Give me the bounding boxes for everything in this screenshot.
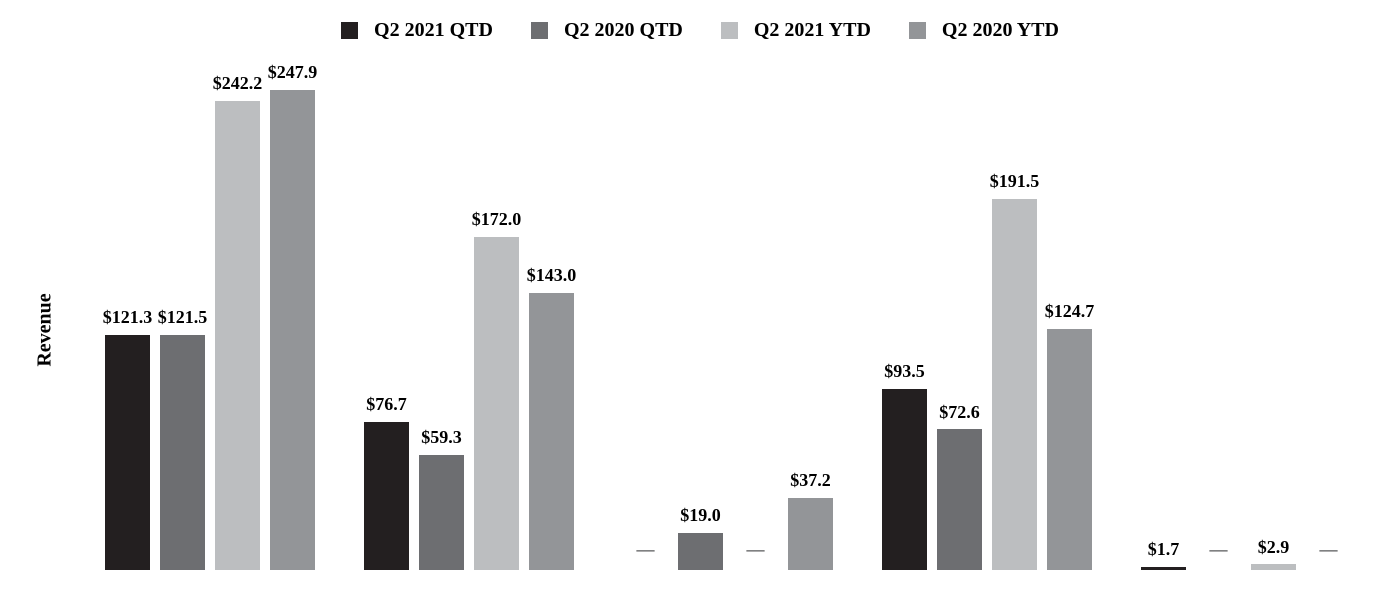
bar-q2-2021-ytd-group1 <box>215 101 260 570</box>
bar-value-label: $19.0 <box>680 505 721 526</box>
nil-value-dash: — <box>1319 539 1338 560</box>
bar-q2-2020-qtd-group2 <box>419 455 464 570</box>
legend-color-swatch <box>530 21 548 39</box>
legend-item-q2-2021-ytd: Q2 2021 YTD <box>720 19 871 41</box>
bar-value-label: $2.9 <box>1257 536 1290 557</box>
bar-q2-2021-qtd-group2 <box>364 421 409 570</box>
bar-value-label: $76.7 <box>366 393 407 414</box>
legend-color-swatch <box>908 21 926 39</box>
legend-item-q2-2020-ytd: Q2 2020 YTD <box>908 19 1059 41</box>
bar-value-label: $59.3 <box>421 427 462 448</box>
bar-value-label: $124.7 <box>1044 300 1095 321</box>
bar-q2-2021-qtd-group1 <box>105 335 150 570</box>
bar-value-label: $172.0 <box>471 209 522 230</box>
bar-value-label: $121.5 <box>157 306 208 327</box>
legend-label: Q2 2020 QTD <box>563 19 683 41</box>
bar-q2-2020-ytd-group1 <box>270 90 315 570</box>
bar-value-label: $72.6 <box>939 401 980 422</box>
bar-q2-2020-ytd-group3 <box>788 498 833 570</box>
legend-label: Q2 2021 QTD <box>374 19 493 41</box>
bar-value-label: $93.5 <box>884 361 925 382</box>
chart-legend: Q2 2021 QTD Q2 2020 QTD Q2 2021 YTD Q2 2020… <box>0 20 1400 40</box>
legend-item-q2-2020-qtd: Q2 2020 QTD <box>530 19 683 41</box>
bar-q2-2021-ytd-group5 <box>1251 564 1296 570</box>
legend-label: Q2 2020 YTD <box>941 19 1059 41</box>
nil-value-dash: — <box>636 539 655 560</box>
nil-value-dash: — <box>1209 539 1228 560</box>
bar-q2-2020-ytd-group4 <box>1047 328 1092 570</box>
bar-value-label: $247.9 <box>267 62 318 83</box>
nil-value-dash: — <box>746 539 765 560</box>
legend-color-swatch <box>720 21 738 39</box>
legend-label: Q2 2021 YTD <box>753 19 871 41</box>
bar-value-label: $37.2 <box>790 470 831 491</box>
bar-q2-2021-ytd-group4 <box>992 199 1037 570</box>
legend-item-q2-2021-qtd: Q2 2021 QTD <box>341 20 493 40</box>
bar-value-label: $242.2 <box>212 73 263 94</box>
bar-value-label: $191.5 <box>989 171 1040 192</box>
bar-value-label: $121.3 <box>102 307 153 328</box>
bar-q2-2021-qtd-group5 <box>1141 566 1186 570</box>
bar-q2-2021-qtd-group4 <box>882 389 927 570</box>
bar-q2-2020-ytd-group2 <box>529 293 574 570</box>
bar-q2-2020-qtd-group3 <box>678 533 723 570</box>
bar-value-label: $1.7 <box>1147 538 1180 559</box>
bar-value-label: $143.0 <box>526 265 577 286</box>
bar-q2-2021-ytd-group2 <box>474 237 519 570</box>
bar-q2-2020-qtd-group4 <box>937 429 982 570</box>
legend-color-swatch <box>341 21 359 39</box>
bar-q2-2020-qtd-group1 <box>160 334 205 570</box>
